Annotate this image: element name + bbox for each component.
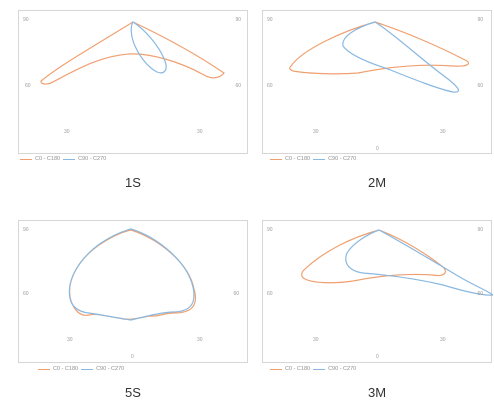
legend-swatch-c0 [270, 368, 282, 370]
series-c90-c270-2m [342, 21, 460, 93]
tick-top-left: 90 [23, 227, 29, 233]
legend-label-c90: C90 - C270 [328, 156, 357, 162]
tick-mid-left: 60 [267, 291, 273, 297]
legend-5s: C0 - C180 C90 - C270 [38, 366, 124, 372]
tick-mid-right: 60 [233, 291, 239, 297]
caption-1s: 1S [125, 175, 141, 190]
tick-top-right: 90 [477, 17, 483, 23]
series-c90-c270-1s [130, 21, 167, 74]
legend-swatch-c0 [270, 158, 282, 160]
tick-mid-right: 60 [235, 83, 241, 89]
tick-top-left: 90 [267, 17, 273, 23]
series-c0-c180-1s [40, 21, 225, 85]
series-c0-c180-5s [69, 229, 196, 320]
tick-bot-center: 0 [131, 354, 134, 360]
polar-plot-2m: 90 90 60 60 30 30 0 [262, 10, 492, 154]
series-c90-c270-5s [68, 228, 195, 321]
tick-bot-right: 30 [197, 337, 203, 343]
tick-mid-left: 60 [267, 83, 273, 89]
series-c90-c270-3m [345, 229, 493, 296]
tick-bot-left: 30 [67, 337, 73, 343]
plot-svg-5s [68, 228, 196, 321]
legend-swatch-c90 [313, 368, 326, 370]
legend-1s: C0 - C180 C90 - C270 [20, 156, 106, 162]
tick-bot-center: 0 [376, 354, 379, 360]
legend-label-c0: C0 - C180 [285, 156, 311, 162]
legend-swatch-c0 [38, 368, 50, 370]
tick-bot-left: 30 [313, 129, 319, 135]
plot-svg-3m [301, 229, 493, 296]
tick-mid-left: 60 [23, 291, 29, 297]
legend-swatch-c0 [20, 158, 32, 160]
plot-svg-2m [289, 21, 470, 93]
legend-label-c0: C0 - C180 [285, 366, 311, 372]
caption-3m: 3M [367, 385, 387, 400]
polar-plot-1s: 90 90 60 60 30 30 [18, 10, 248, 154]
legend-label-c90: C90 - C270 [328, 366, 357, 372]
tick-bot-left: 30 [313, 337, 319, 343]
legend-2m: C0 - C180 C90 - C270 [270, 156, 356, 162]
legend-3m: C0 - C180 C90 - C270 [270, 366, 356, 372]
tick-bot-left: 30 [64, 129, 70, 135]
tick-top-right: 90 [477, 227, 483, 233]
tick-bot-center: 0 [376, 146, 379, 152]
legend-label-c0: C0 - C180 [35, 156, 61, 162]
tick-top-left: 90 [23, 17, 29, 23]
tick-bot-right: 30 [440, 129, 446, 135]
tick-mid-left: 60 [25, 83, 31, 89]
plot-svg-1s [40, 21, 225, 85]
polar-plot-3m: 90 90 60 60 30 30 0 [262, 220, 493, 363]
polar-plot-5s: 90 60 60 30 30 0 [18, 220, 248, 363]
tick-top-right: 90 [235, 17, 241, 23]
tick-mid-right: 60 [477, 291, 483, 297]
caption-2m: 2M [367, 175, 387, 190]
tick-bot-right: 30 [440, 337, 446, 343]
legend-label-c90: C90 - C270 [78, 156, 107, 162]
series-c0-c180-3m [301, 229, 446, 284]
tick-bot-right: 30 [197, 129, 203, 135]
tick-mid-right: 60 [477, 83, 483, 89]
legend-swatch-c90 [63, 158, 76, 160]
caption-5s: 5S [125, 385, 141, 400]
legend-swatch-c90 [81, 368, 94, 370]
legend-label-c0: C0 - C180 [53, 366, 79, 372]
legend-swatch-c90 [313, 158, 326, 160]
tick-top-left: 90 [267, 227, 273, 233]
legend-label-c90: C90 - C270 [96, 366, 125, 372]
